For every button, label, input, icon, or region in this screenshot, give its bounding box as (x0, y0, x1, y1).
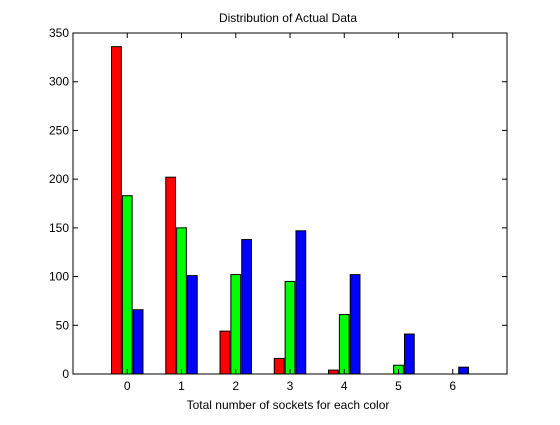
bars-layer (111, 46, 469, 375)
bar-series-1-cat-3 (284, 280, 296, 375)
y-tick-label-0: 0 (62, 367, 69, 381)
bar-series-2-cat-2 (241, 239, 252, 375)
x-tick-label-5: 5 (395, 379, 402, 393)
bar-series-2-cat-4 (349, 274, 361, 375)
x-tick-label-2: 2 (232, 379, 239, 393)
y-tick-label-350: 350 (49, 26, 69, 40)
x-tick-label-4: 4 (341, 379, 348, 393)
ticks-layer: 0 50 100 150 200 250 300 350 0 1 2 3 4 5 6 (49, 26, 507, 393)
x-axis-label: Total number of sockets for each color (187, 398, 390, 412)
bar-series-0-cat-3 (273, 357, 285, 375)
bar-series-0-cat-4 (328, 369, 339, 375)
bar-series-2-cat-3 (295, 230, 307, 375)
bar-series-1-cat-1 (176, 227, 187, 375)
x-tick-label-1: 1 (178, 379, 185, 393)
bar-series-2-cat-5 (403, 333, 415, 375)
x-tick-label-0: 0 (124, 379, 131, 393)
bar-series-2-cat-0 (132, 309, 144, 375)
bar-series-1-cat-0 (121, 195, 133, 375)
bar-series-0-cat-0 (111, 46, 122, 375)
x-tick-label-6: 6 (449, 379, 456, 393)
y-tick-label-100: 100 (49, 270, 69, 284)
y-tick-label-50: 50 (56, 318, 70, 332)
y-tick-label-200: 200 (49, 172, 69, 186)
x-tick-label-3: 3 (287, 379, 294, 393)
chart-title: Distribution of Actual Data (219, 11, 357, 25)
y-tick-label-150: 150 (49, 221, 69, 235)
bar-series-0-cat-2 (219, 330, 231, 375)
bar-series-1-cat-4 (338, 314, 350, 375)
bar-series-1-cat-2 (230, 274, 242, 375)
y-tick-label-250: 250 (49, 123, 69, 137)
y-tick-label-300: 300 (49, 75, 69, 89)
bar-series-2-cat-1 (186, 275, 198, 375)
bar-series-2-cat-6 (458, 366, 469, 375)
bar-series-0-cat-1 (165, 176, 177, 375)
